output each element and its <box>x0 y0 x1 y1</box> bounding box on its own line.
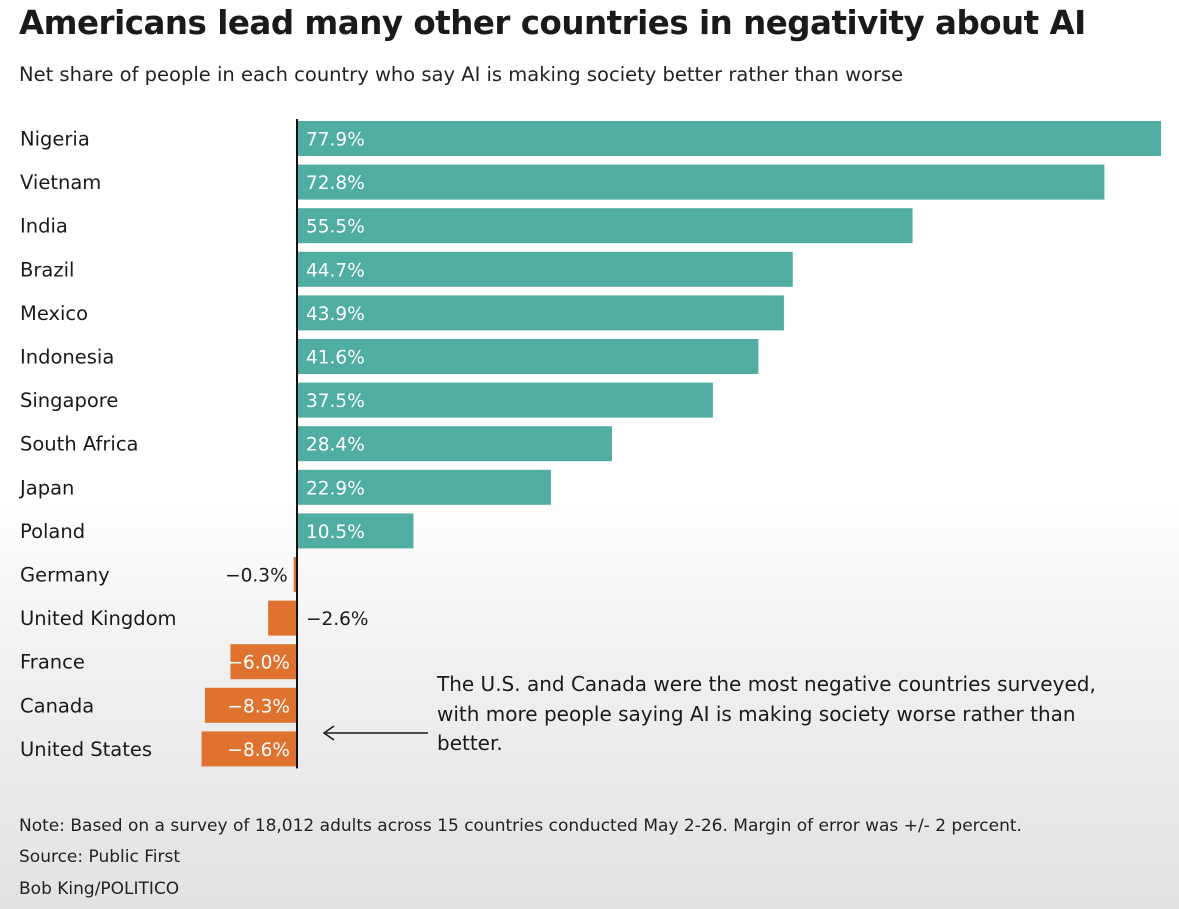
bar-germany <box>293 557 297 592</box>
category-label-united-states: United States <box>20 738 152 761</box>
category-label-japan: Japan <box>18 476 74 499</box>
source-line: Source: Public First <box>19 847 181 867</box>
value-label-nigeria: 77.9% <box>306 130 365 151</box>
category-label-nigeria: Nigeria <box>20 128 90 151</box>
chart-title: Americans lead many other countries in n… <box>19 4 1086 42</box>
value-label-united-states: −8.6% <box>227 740 290 761</box>
bar-united-kingdom <box>268 600 297 636</box>
category-label-united-kingdom: United Kingdom <box>20 607 177 630</box>
value-label-south-africa: 28.4% <box>306 435 365 456</box>
category-label-south-africa: South Africa <box>20 433 139 456</box>
category-labels: Nigeria Vietnam India Brazil Mexico Indonesia… <box>18 128 177 761</box>
category-label-germany: Germany <box>20 564 110 587</box>
value-label-vietnam: 72.8% <box>306 173 365 194</box>
bar-brazil <box>297 251 793 287</box>
chart-subtitle: Net share of people in each country who … <box>19 63 904 86</box>
credit-line: Bob King/POLITICO <box>19 879 180 899</box>
value-label-japan: 22.9% <box>306 478 365 499</box>
bar-india <box>297 208 913 244</box>
bar-singapore <box>297 382 713 418</box>
value-label-mexico: 43.9% <box>306 304 365 325</box>
bars <box>201 121 1161 767</box>
category-label-canada: Canada <box>20 694 94 717</box>
value-label-brazil: 44.7% <box>306 260 365 281</box>
bar-vietnam <box>297 164 1105 200</box>
footnote: Note: Based on a survey of 18,012 adults… <box>19 816 1022 836</box>
category-label-vietnam: Vietnam <box>20 171 101 194</box>
value-label-singapore: 37.5% <box>306 391 365 412</box>
value-label-poland: 10.5% <box>306 522 365 543</box>
bar-canada <box>204 687 297 723</box>
bar-poland <box>297 513 414 549</box>
bar-south-africa <box>297 426 612 462</box>
category-label-brazil: Brazil <box>20 258 74 281</box>
annotation-text: The U.S. and Canada were the most negati… <box>437 672 1096 755</box>
bar-indonesia <box>297 339 759 374</box>
value-label-united-kingdom: −2.6% <box>306 609 369 630</box>
bar-mexico <box>297 295 784 331</box>
category-label-mexico: Mexico <box>20 302 88 325</box>
value-labels: 77.9% 72.8% 55.5% 44.7% 43.9% 41.6% 37.5% 28.4%… <box>225 130 368 761</box>
value-label-indonesia: 41.6% <box>306 348 365 369</box>
value-label-india: 55.5% <box>306 217 365 238</box>
bar-france <box>230 644 297 680</box>
annotation-arrow <box>322 725 428 741</box>
bar-japan <box>297 469 551 505</box>
bar-nigeria <box>297 121 1161 156</box>
bar-united-states <box>201 731 297 767</box>
category-label-singapore: Singapore <box>20 389 118 412</box>
value-label-canada: −8.3% <box>227 696 290 717</box>
value-label-germany: −0.3% <box>225 566 288 587</box>
category-label-poland: Poland <box>20 520 85 543</box>
category-label-india: India <box>20 215 68 238</box>
category-label-france: France <box>20 651 85 674</box>
value-label-france: −6.0% <box>227 653 290 674</box>
category-label-indonesia: Indonesia <box>20 346 114 369</box>
